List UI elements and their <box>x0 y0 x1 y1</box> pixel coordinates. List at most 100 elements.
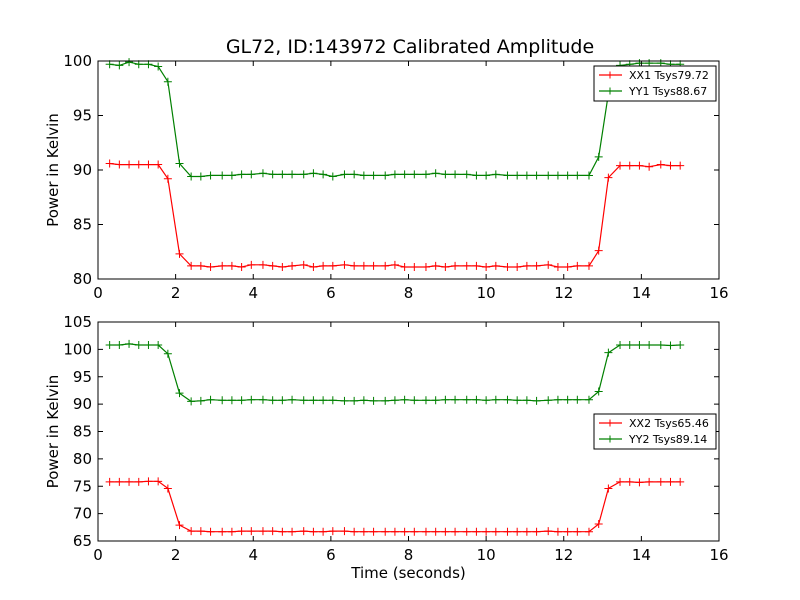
y-tick-label: 100 <box>63 340 92 358</box>
data-point <box>187 172 196 181</box>
y-tick-label: 80 <box>73 270 92 288</box>
y-tick-label: 95 <box>73 107 92 125</box>
data-point <box>369 396 378 405</box>
data-point <box>410 170 419 179</box>
series-line <box>109 480 681 533</box>
data-point <box>268 261 277 270</box>
data-point <box>400 170 409 179</box>
legend-1: XX1 Tsys79.72 YY1 Tsys88.67 <box>593 65 717 102</box>
data-point <box>218 527 227 536</box>
data-point <box>247 527 256 536</box>
data-point <box>503 527 512 536</box>
data-point <box>340 260 349 269</box>
data-point <box>288 395 297 404</box>
data-point <box>625 477 634 486</box>
data-point <box>278 263 287 272</box>
legend-swatch-marker <box>606 435 614 443</box>
data-point <box>328 172 337 181</box>
data-point <box>381 527 390 536</box>
data-point <box>154 340 163 349</box>
data-point <box>441 527 450 536</box>
data-point <box>288 261 297 270</box>
y-tick-label: 65 <box>73 532 92 550</box>
data-point <box>163 349 172 358</box>
y-tick-label: 85 <box>73 423 92 441</box>
data-point <box>218 261 227 270</box>
data-point <box>625 340 634 349</box>
data-point <box>105 60 114 69</box>
x-tick-label: 4 <box>248 284 258 302</box>
data-point <box>563 527 572 536</box>
data-point <box>299 170 308 179</box>
data-point <box>187 527 196 536</box>
data-point <box>431 169 440 178</box>
series-line <box>109 343 681 403</box>
data-point <box>309 396 318 405</box>
data-point <box>278 527 287 536</box>
y-tick-label: 80 <box>73 450 92 468</box>
data-point <box>268 170 277 179</box>
data-point <box>503 263 512 272</box>
data-point <box>431 396 440 405</box>
data-point <box>532 396 541 405</box>
data-point <box>553 395 562 404</box>
data-point <box>462 395 471 404</box>
data-point <box>594 387 603 396</box>
x-tick-label: 4 <box>248 546 258 564</box>
data-point <box>237 170 246 179</box>
data-point <box>645 162 654 171</box>
data-point <box>584 261 593 270</box>
data-point <box>573 261 582 270</box>
data-point <box>328 396 337 405</box>
data-point <box>491 527 500 536</box>
data-point <box>616 161 625 170</box>
data-point <box>206 171 215 180</box>
data-point <box>656 340 665 349</box>
data-point <box>237 396 246 405</box>
data-point <box>247 395 256 404</box>
data-point <box>563 395 572 404</box>
data-point <box>196 172 205 181</box>
data-point <box>472 171 481 180</box>
data-point <box>125 58 134 67</box>
legend-swatch-marker <box>606 87 614 95</box>
data-point <box>491 170 500 179</box>
data-point <box>268 396 277 405</box>
data-point <box>553 171 562 180</box>
data-point <box>105 340 114 349</box>
data-point <box>635 340 644 349</box>
data-point <box>237 263 246 272</box>
x-tick-label: 14 <box>632 284 651 302</box>
data-point <box>144 477 153 486</box>
data-point <box>206 395 215 404</box>
data-point <box>206 263 215 272</box>
data-point <box>196 261 205 270</box>
legend-box <box>593 413 717 450</box>
data-point <box>421 527 430 536</box>
legend-label: XX1 Tsys79.72 <box>629 69 709 82</box>
x-tick-label: 6 <box>326 546 336 564</box>
data-point <box>309 263 318 272</box>
data-point <box>359 261 368 270</box>
data-point <box>258 527 267 536</box>
data-point <box>544 396 553 405</box>
data-point <box>676 340 685 349</box>
data-point <box>206 527 215 536</box>
data-point <box>666 341 675 350</box>
x-tick-label: 12 <box>554 284 573 302</box>
data-point <box>491 395 500 404</box>
legend-label: XX2 Tsys65.46 <box>629 417 709 430</box>
data-point <box>390 527 399 536</box>
series-2-2 <box>105 339 685 406</box>
data-point <box>359 396 368 405</box>
data-point <box>134 477 143 486</box>
data-point <box>390 170 399 179</box>
data-point <box>175 159 184 168</box>
data-point <box>482 527 491 536</box>
data-point <box>513 396 522 405</box>
data-point <box>676 477 685 486</box>
data-point <box>604 173 613 182</box>
data-point <box>410 396 419 405</box>
data-point <box>676 161 685 170</box>
